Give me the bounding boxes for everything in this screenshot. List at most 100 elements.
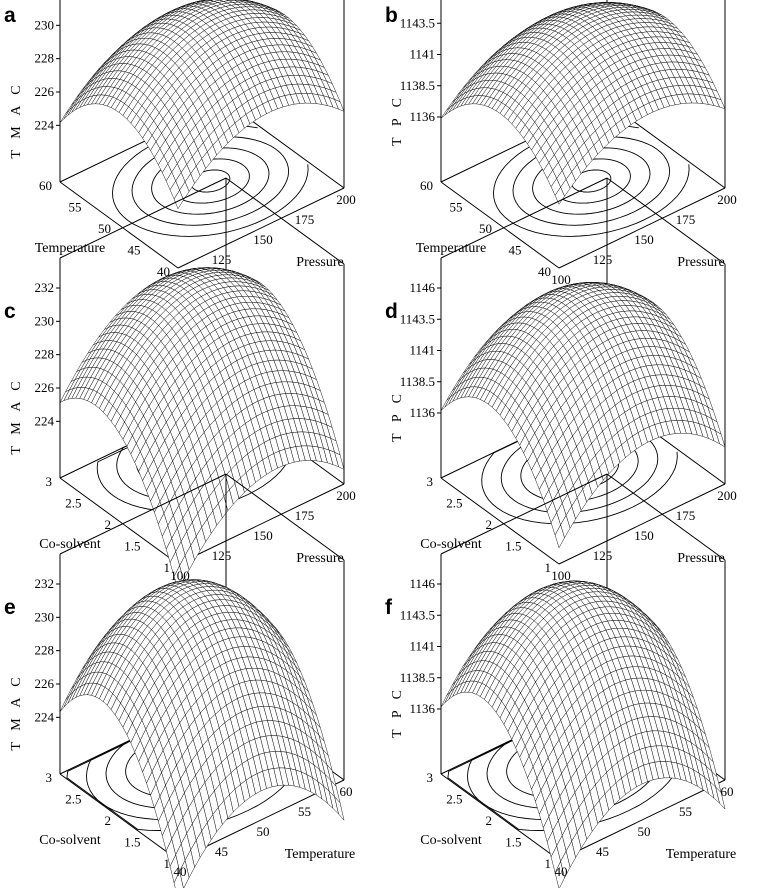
y-tick-label: 1 [545,560,552,575]
x-tick-label: 45 [215,844,228,859]
z-axis-label: T M A C [9,81,24,158]
z-tick-label: 1136 [409,405,435,420]
floor-edge [558,779,726,861]
contour-line [190,169,231,193]
y-tick-label: 1.5 [124,835,140,850]
z-tick-label: 232 [35,576,55,591]
x-tick-label: 150 [634,528,654,543]
y-axis-label: Co-solvent [420,833,482,848]
floor-edge [59,773,179,861]
x-tick-label: 125 [212,548,232,563]
z-tick-label: 230 [35,609,55,624]
floor-edge [558,483,726,565]
contour-line [571,169,612,193]
y-tick-label: 50 [98,221,111,236]
z-tick-label: 1141 [409,343,435,358]
y-tick-label: 3 [46,474,53,489]
surface-plot-e: 224 226 228 230 232 40 45 50 55 60 1 1.5 2 2.5 3 Temper… [4,473,355,888]
y-tick-label: 1.5 [124,539,140,554]
x-tick-label: 200 [717,192,737,207]
z-tick-label: 228 [35,347,55,362]
y-tick-label: 45 [128,243,141,258]
floor-edge [440,181,560,269]
panel-c: 224 226 228 230 232 100 125 150 175 200 1 1.5 2 2.5 3 P… [0,177,381,592]
floor-edge [177,187,345,269]
z-tick-label: 1138.5 [400,670,435,685]
x-tick-label: 175 [295,508,315,523]
floor-edge [59,181,179,269]
panel-label: b [385,4,398,27]
panel-label: a [4,4,16,27]
box-top-edge [606,473,726,561]
x-tick-label: 60 [721,784,734,799]
z-tick-label: 228 [35,643,55,658]
y-tick-label: 2 [105,517,112,532]
box-top-edge [606,177,726,265]
surface-mesh [440,282,726,549]
x-tick-label: 125 [593,252,613,267]
z-tick-label: 228 [35,51,55,66]
panel-b: 1136 1138.5 1141 1143.5 1146 100 125 150 175 200 4… [381,0,762,296]
x-tick-label: 125 [593,548,613,563]
y-tick-label: 40 [538,264,551,279]
y-tick-label: 2.5 [446,792,462,807]
surface-mesh [59,0,345,210]
y-tick-label: 2.5 [65,792,81,807]
y-axis-label: Co-solvent [39,537,101,552]
panel-label: f [385,596,393,619]
y-tick-label: 1 [164,856,171,871]
y-axis-label: Co-solvent [420,537,482,552]
x-tick-label: 45 [596,844,609,859]
panel-label: d [385,300,398,323]
y-tick-label: 50 [479,221,492,236]
x-axis-label: Pressure [296,255,343,270]
x-tick-label: 60 [340,784,353,799]
x-tick-label: 50 [638,824,651,839]
y-tick-label: 55 [69,200,82,215]
panel-label: e [4,596,16,619]
y-axis-label: Temperature [35,241,106,256]
box-top-edge [225,473,345,561]
z-axis-label: T P C [390,686,405,738]
z-axis-label: T M A C [9,377,24,454]
z-axis-label: T P C [390,390,405,442]
x-tick-label: 50 [257,824,270,839]
x-tick-label: 55 [298,804,311,819]
x-tick-label: 40 [555,864,568,879]
surface-plot-b: 11361138.511411143.511461001251501752004… [385,0,737,287]
z-tick-label: 224 [35,709,55,724]
z-tick-label: 1143.5 [400,311,435,326]
x-tick-label: 150 [253,232,273,247]
surface-mesh [59,579,345,888]
x-tick-label: 150 [634,232,654,247]
z-tick-label: 1146 [409,576,435,591]
x-tick-label: 175 [295,212,315,227]
y-tick-label: 1.5 [505,835,521,850]
z-tick-label: 226 [35,676,55,691]
y-tick-label: 60 [420,178,433,193]
y-tick-label: 2 [105,813,112,828]
z-tick-label: 1141 [409,47,435,62]
y-tick-label: 2.5 [65,496,81,511]
x-axis-label: Temperature [666,847,737,862]
surface-plot-a: 2242262282302321001251501752004045505560… [4,0,356,287]
surface-plot-d: 11361138.511411143.511461001251501752001… [385,177,737,583]
panel-d: 1136 1138.5 1141 1143.5 1146 100 125 150 175 200 1… [381,177,762,592]
z-tick-label: 1143.5 [400,15,435,30]
box-top-edge [440,177,608,259]
x-axis-label: Pressure [296,551,343,566]
z-tick-label: 1138.5 [400,374,435,389]
y-axis-label: Temperature [416,241,487,256]
floor-edge [59,477,179,565]
y-tick-label: 1 [164,560,171,575]
box-top-edge [59,177,227,259]
z-tick-label: 224 [35,413,55,428]
x-tick-label: 200 [717,488,737,503]
surface-plot-f: 1136 1138.5 1141 1143.5 1146 40 45 50 55 60 1 1.5 2 2… [385,473,737,888]
y-tick-label: 2.5 [446,496,462,511]
surface-mesh [440,580,726,888]
surface-plot-c: 224 226 228 230 232 100 125 150 175 200 1 1.5 2 2.5 3 P… [4,177,356,592]
y-tick-label: 45 [509,243,522,258]
x-tick-label: 40 [174,864,187,879]
y-tick-label: 1.5 [505,539,521,554]
